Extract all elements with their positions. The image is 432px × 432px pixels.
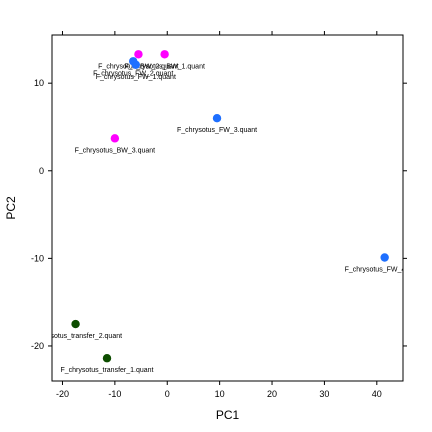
point-label: F_chrysotus_FW_1.quant [96, 74, 176, 81]
y-tick-label: -20 [31, 341, 44, 351]
y-tick-label: 0 [39, 166, 44, 176]
plot-frame [51, 34, 404, 382]
point-label: F_chrysotus_BW_3.quant [75, 147, 156, 154]
y-tick-label: -10 [31, 253, 44, 263]
point-label: F_chrysotus_FW_2.quant [93, 70, 173, 77]
x-tick-label: 40 [372, 389, 382, 399]
x-tick-label: 20 [267, 389, 277, 399]
point-label: F_chrysotus_FW_4.quant [345, 266, 425, 273]
data-point [380, 253, 389, 262]
point-label: F_chrysotus_transfer_2.quant [29, 333, 122, 340]
data-point [131, 60, 141, 69]
point-label: F_chrysotus_FW_3.quant [177, 127, 257, 134]
data-points [71, 50, 389, 363]
point-labels: F_chrysotus_BW_2.quantF_chrysotus_BW_1.q… [29, 63, 425, 374]
data-point [134, 50, 143, 59]
x-tick-label: -10 [108, 389, 121, 399]
y-tick-label: 10 [34, 78, 44, 88]
x-tick-label: 10 [215, 389, 225, 399]
data-point [212, 114, 222, 123]
axis-ticks: -20 -10 0 10 20 30 40 -20 -10 0 10 [31, 31, 407, 399]
x-tick-label: 30 [319, 389, 329, 399]
y-axis-title: PC2 [4, 196, 18, 220]
data-point [110, 134, 120, 143]
data-point [71, 319, 80, 329]
x-tick-label: -20 [56, 389, 69, 399]
data-point [102, 354, 112, 363]
data-point [160, 50, 169, 59]
point-label: F_chrysotus_transfer_1.quant [61, 367, 154, 374]
x-axis-title: PC1 [216, 408, 240, 422]
point-label: F_chrysotus_BW_1.quant [124, 63, 205, 70]
x-tick-label: 0 [165, 389, 170, 399]
